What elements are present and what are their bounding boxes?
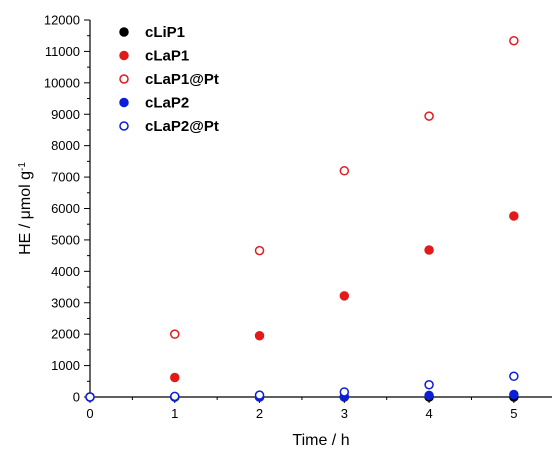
data-point	[339, 387, 350, 397]
y-tick-label: 1000	[51, 358, 80, 373]
y-tick-label: 2000	[51, 327, 80, 342]
data-point	[509, 389, 519, 400]
legend-marker	[119, 27, 129, 37]
legend-label: cLiP1	[145, 24, 185, 41]
data-point	[424, 390, 434, 401]
data-point	[424, 245, 434, 255]
legend-marker	[119, 74, 129, 84]
legend-marker	[119, 97, 129, 108]
data-point	[339, 166, 350, 176]
x-tick-label: 3	[341, 406, 348, 421]
y-axis-title-text: HE / μmol g	[17, 171, 34, 255]
data-point	[254, 245, 265, 256]
data-point	[509, 35, 519, 46]
x-tick-label: 5	[510, 406, 517, 421]
x-axis-title: Time / h	[292, 432, 349, 449]
y-tick-label: 5000	[51, 232, 80, 247]
legend-marker	[119, 50, 129, 61]
legend: cLiP1 cLaP1 cLaP1@Pt cLaP2 cLaP2@Pt	[119, 24, 219, 135]
data-point	[170, 372, 180, 383]
x-tick-label: 0	[86, 406, 93, 421]
data-point	[339, 291, 350, 301]
y-tick-label: 0	[73, 390, 80, 405]
legend-label: cLaP1	[145, 48, 189, 65]
data-point	[254, 390, 265, 400]
y-tick-label: 7000	[51, 170, 80, 185]
data-point	[424, 379, 434, 390]
y-tick-label: 9000	[51, 107, 80, 122]
y-tick-label: 10000	[44, 75, 80, 90]
data-point	[254, 330, 265, 341]
y-tick-label: 11000	[45, 44, 80, 59]
y-tick-label: 8000	[51, 138, 80, 153]
x-tick-label: 4	[425, 406, 432, 421]
data-points	[85, 35, 519, 402]
legend-label: cLaP2@Pt	[145, 118, 219, 135]
data-point	[509, 211, 519, 221]
y-axis-title-superscript: -1	[17, 162, 28, 171]
y-tick-label: 12000	[44, 13, 80, 28]
x-tick-label: 1	[171, 406, 178, 421]
data-point	[424, 111, 434, 121]
data-point	[509, 371, 519, 382]
legend-label: cLaP1@Pt	[145, 71, 219, 88]
ticks: 0 1 2 3 4 5 0 1000 2000 3000 4000 5000 6000 7000 8000 9…	[44, 13, 518, 422]
x-tick-label: 2	[256, 406, 263, 421]
y-tick-label: 6000	[51, 201, 80, 216]
data-point	[85, 392, 95, 402]
y-axis-title: HE / μmol g-1	[17, 162, 35, 255]
y-tick-label: 3000	[51, 295, 80, 310]
legend-label: cLaP2	[145, 95, 189, 112]
data-point	[170, 329, 180, 339]
y-tick-label: 4000	[51, 264, 80, 279]
svg-text:HE / μmol g-1: HE / μmol g-1	[17, 162, 35, 255]
data-point	[170, 391, 180, 402]
legend-marker	[119, 121, 129, 131]
